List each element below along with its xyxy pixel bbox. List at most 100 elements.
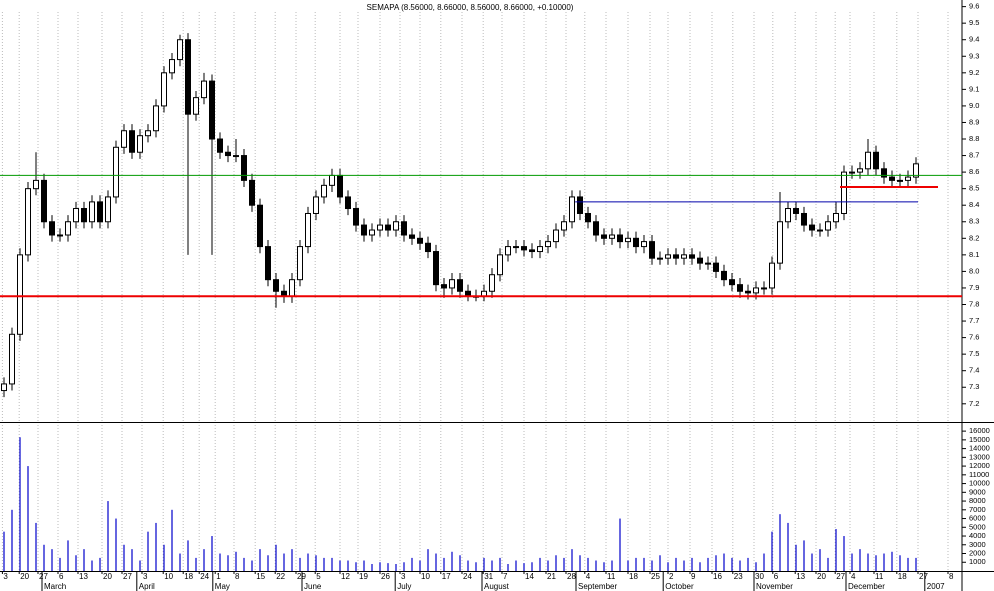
candle-body [329, 174, 335, 186]
x-tick-label: 24 [463, 572, 472, 581]
candle-body [185, 39, 191, 115]
y-tick-label: 7.5 [969, 349, 979, 358]
candle-body [369, 229, 375, 236]
chart-title: SEMAPA (8.56000, 8.66000, 8.56000, 8.660… [367, 3, 574, 12]
x-tick-label: 18 [629, 572, 638, 581]
month-label: August [484, 582, 510, 591]
x-tick-label: 19 [359, 572, 368, 581]
candle-body [57, 234, 63, 237]
x-tick-label: 5 [316, 572, 321, 581]
candle-body [561, 221, 567, 231]
y-tick-label: 5000 [969, 522, 986, 531]
y-tick-label: 8.5 [969, 184, 979, 193]
candle-body [849, 171, 855, 174]
candle-body [137, 135, 143, 153]
y-tick-label: 9.1 [969, 84, 979, 93]
x-tick-label: 30 [755, 572, 764, 581]
y-tick-label: 3000 [969, 540, 986, 549]
candle-body [737, 284, 743, 292]
candle-body [81, 208, 87, 223]
candle-body [161, 72, 167, 107]
candle-body [721, 270, 727, 281]
candle-body [9, 333, 15, 385]
candle-body [145, 130, 151, 137]
month-label: November [756, 582, 793, 591]
x-tick-label: 25 [651, 572, 660, 581]
x-tick-label: 20 [817, 572, 826, 581]
candle-body [609, 234, 615, 239]
x-tick-label: 6 [774, 572, 779, 581]
x-tick-label: 9 [691, 572, 696, 581]
candle-body [441, 284, 447, 289]
candle-body [241, 155, 247, 181]
candle-body [505, 246, 511, 256]
x-tick-label: 27 [919, 572, 928, 581]
y-tick-label: 9.6 [969, 2, 979, 11]
candle-body [785, 208, 791, 223]
candle-body [913, 163, 919, 178]
candle-body [169, 59, 175, 74]
candle-body [297, 246, 303, 281]
y-tick-label: 9.4 [969, 35, 979, 44]
x-tick-label: 23 [734, 572, 743, 581]
candle-body [745, 290, 751, 294]
y-tick-label: 12000 [969, 461, 990, 470]
candle-body [97, 201, 103, 223]
y-tick-label: 9.3 [969, 51, 979, 60]
candle-body [641, 241, 647, 248]
y-tick-label: 8.8 [969, 134, 979, 143]
candle-body [209, 80, 215, 140]
candle-body [1, 383, 7, 392]
candle-body [425, 242, 431, 253]
y-tick-label: 8.1 [969, 250, 979, 259]
candle-body [545, 241, 551, 248]
x-tick-label: 11 [875, 572, 884, 581]
candle-body [689, 254, 695, 259]
candle-body [33, 179, 39, 190]
x-tick-label: 3 [143, 572, 148, 581]
y-tick-label: 14000 [969, 444, 990, 453]
candle-body [289, 279, 295, 297]
candle-body [129, 130, 135, 153]
candle-body [489, 274, 495, 292]
candle-body [809, 224, 815, 231]
y-tick-label: 7.2 [969, 399, 979, 408]
candle-body [385, 224, 391, 231]
x-tick-label: 28 [567, 572, 576, 581]
y-tick-label: 8.6 [969, 167, 979, 176]
x-tick-label: 10 [421, 572, 430, 581]
candle-body [825, 221, 831, 231]
candle-body [273, 279, 279, 292]
y-tick-label: 1000 [969, 557, 986, 566]
x-tick-label: 26 [381, 572, 390, 581]
x-tick-label: 18 [184, 572, 193, 581]
y-tick-label: 7.8 [969, 299, 979, 308]
candle-body [865, 151, 871, 170]
candle-body [353, 208, 359, 226]
candle-body [49, 221, 55, 236]
x-tick-label: 3 [3, 572, 8, 581]
candle-body [521, 246, 527, 251]
candle-body [857, 168, 863, 173]
candle-body [233, 155, 239, 158]
candle-body [537, 246, 543, 253]
candle-body [225, 151, 231, 157]
x-tick-label: 18 [898, 572, 907, 581]
x-tick-label: 12 [341, 572, 350, 581]
candle-body [113, 146, 119, 198]
y-tick-label: 7.6 [969, 333, 979, 342]
x-tick-label: 31 [484, 572, 493, 581]
candle-body [265, 246, 271, 281]
x-tick-label: 27 [39, 572, 48, 581]
candle-body [881, 168, 887, 178]
x-tick-label: 10 [164, 572, 173, 581]
candle-body [89, 201, 95, 223]
x-tick-label: 11 [607, 572, 616, 581]
x-tick-label: 13 [796, 572, 805, 581]
y-tick-label: 11000 [969, 470, 989, 479]
candle-body [257, 204, 263, 248]
candle-body [337, 174, 343, 198]
candle-body [681, 254, 687, 259]
candle-body [433, 251, 439, 286]
candle-body [761, 287, 767, 290]
